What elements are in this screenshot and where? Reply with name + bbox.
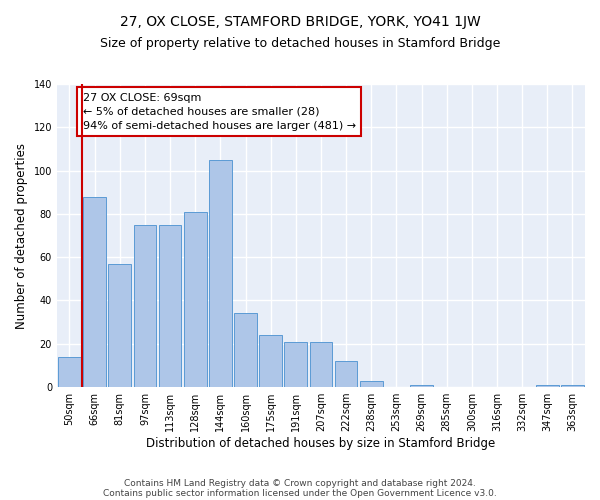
Bar: [536, 385, 559, 387]
Bar: [561, 385, 584, 387]
Bar: [58, 357, 81, 387]
Bar: [335, 361, 358, 387]
Bar: [259, 335, 282, 387]
Text: 27, OX CLOSE, STAMFORD BRIDGE, YORK, YO41 1JW: 27, OX CLOSE, STAMFORD BRIDGE, YORK, YO4…: [119, 15, 481, 29]
Y-axis label: Number of detached properties: Number of detached properties: [15, 142, 28, 328]
Bar: [360, 380, 383, 387]
Bar: [159, 224, 181, 387]
Bar: [410, 385, 433, 387]
Bar: [83, 196, 106, 387]
Bar: [134, 224, 156, 387]
Text: Contains public sector information licensed under the Open Government Licence v3: Contains public sector information licen…: [103, 488, 497, 498]
Text: Contains HM Land Registry data © Crown copyright and database right 2024.: Contains HM Land Registry data © Crown c…: [124, 478, 476, 488]
X-axis label: Distribution of detached houses by size in Stamford Bridge: Distribution of detached houses by size …: [146, 437, 496, 450]
Bar: [184, 212, 206, 387]
Bar: [284, 342, 307, 387]
Text: 27 OX CLOSE: 69sqm
← 5% of detached houses are smaller (28)
94% of semi-detached: 27 OX CLOSE: 69sqm ← 5% of detached hous…: [83, 92, 356, 130]
Bar: [310, 342, 332, 387]
Text: Size of property relative to detached houses in Stamford Bridge: Size of property relative to detached ho…: [100, 38, 500, 51]
Bar: [109, 264, 131, 387]
Bar: [234, 314, 257, 387]
Bar: [209, 160, 232, 387]
